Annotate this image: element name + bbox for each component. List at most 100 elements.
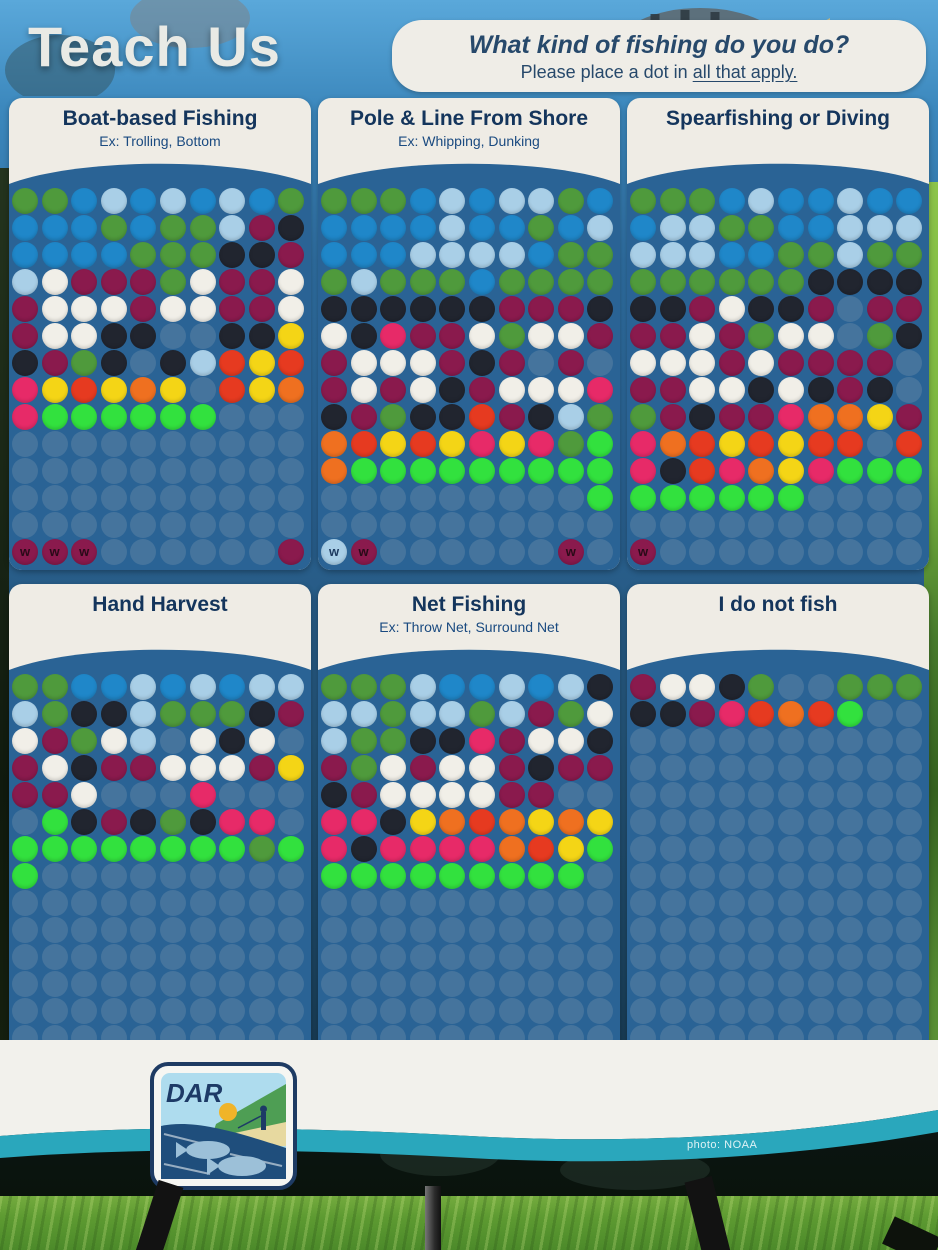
dot-slot[interactable] — [12, 485, 38, 511]
dot-slot[interactable] — [689, 755, 716, 781]
dot-slot[interactable] — [160, 917, 186, 943]
dot-slot[interactable] — [439, 998, 466, 1024]
dot-slot[interactable] — [380, 512, 407, 538]
dot-slot[interactable] — [189, 485, 216, 511]
dot-slot[interactable] — [896, 485, 923, 511]
dot-slot[interactable] — [498, 539, 525, 565]
dot-slot[interactable] — [380, 539, 407, 565]
dot-slot[interactable] — [659, 728, 686, 754]
dot-slot[interactable] — [71, 944, 98, 970]
dot-slot[interactable] — [41, 512, 68, 538]
dot-slot[interactable] — [778, 674, 804, 700]
dot-slot[interactable] — [896, 890, 923, 916]
dot-slot[interactable] — [778, 539, 804, 565]
dot-slot[interactable] — [659, 809, 686, 835]
dot-slot[interactable] — [321, 917, 347, 943]
dot-slot[interactable] — [896, 998, 923, 1024]
dot-slot[interactable] — [100, 917, 127, 943]
dot-slot[interactable] — [160, 782, 186, 808]
dot-slot[interactable] — [219, 431, 246, 457]
dot-slot[interactable] — [160, 971, 186, 997]
dot-slot[interactable] — [587, 971, 614, 997]
dot-slot[interactable] — [439, 539, 466, 565]
dot-slot[interactable] — [748, 917, 775, 943]
dot-slot[interactable] — [130, 431, 157, 457]
dot-slot[interactable] — [718, 863, 745, 889]
dot-slot[interactable] — [689, 917, 716, 943]
dot-slot[interactable] — [528, 890, 555, 916]
dot-slot[interactable] — [896, 755, 923, 781]
dot-slot[interactable] — [100, 971, 127, 997]
dot-slot[interactable] — [160, 728, 186, 754]
dot-slot[interactable] — [469, 971, 495, 997]
dot-slot[interactable] — [350, 890, 377, 916]
dot-slot[interactable] — [630, 863, 656, 889]
dot-slot[interactable] — [866, 782, 893, 808]
dot-slot[interactable] — [528, 998, 555, 1024]
dot-slot[interactable] — [718, 971, 745, 997]
dot-slot[interactable] — [219, 512, 246, 538]
dot-slot[interactable] — [498, 998, 525, 1024]
dot-slot[interactable] — [219, 404, 246, 430]
dot-slot[interactable] — [409, 512, 436, 538]
dot-slot[interactable] — [409, 944, 436, 970]
dot-slot[interactable] — [321, 998, 347, 1024]
dot-slot[interactable] — [219, 539, 246, 565]
dot-slot[interactable] — [528, 539, 555, 565]
dot-slot[interactable] — [189, 458, 216, 484]
dot-slot[interactable] — [321, 512, 347, 538]
dot-slot[interactable] — [748, 890, 775, 916]
dot-slot[interactable] — [557, 971, 584, 997]
dot-slot[interactable] — [130, 485, 157, 511]
dot-slot[interactable] — [718, 890, 745, 916]
dot-slot[interactable] — [866, 485, 893, 511]
dot-slot[interactable] — [807, 863, 834, 889]
dot-slot[interactable] — [248, 782, 275, 808]
dot-slot[interactable] — [689, 512, 716, 538]
dot-slot[interactable] — [866, 944, 893, 970]
dot-slot[interactable] — [41, 890, 68, 916]
dot-slot[interactable] — [380, 998, 407, 1024]
dot-slot[interactable] — [587, 782, 614, 808]
dot-slot[interactable] — [41, 863, 68, 889]
dot-slot[interactable] — [587, 539, 614, 565]
dot-slot[interactable] — [748, 809, 775, 835]
dot-slot[interactable] — [748, 539, 775, 565]
dot-slot[interactable] — [630, 728, 656, 754]
dot-slot[interactable] — [557, 890, 584, 916]
dot-slot[interactable] — [130, 539, 157, 565]
dot-slot[interactable] — [528, 512, 555, 538]
dot-slot[interactable] — [350, 971, 377, 997]
dot-slot[interactable] — [807, 917, 834, 943]
dot-slot[interactable] — [659, 917, 686, 943]
dot-slot[interactable] — [866, 836, 893, 862]
dot-slot[interactable] — [718, 782, 745, 808]
dot-slot[interactable] — [630, 836, 656, 862]
dot-slot[interactable] — [321, 485, 347, 511]
dot-slot[interactable] — [689, 971, 716, 997]
dot-slot[interactable] — [189, 431, 216, 457]
dot-slot[interactable] — [439, 917, 466, 943]
dot-slot[interactable] — [807, 728, 834, 754]
dot-slot[interactable] — [278, 971, 305, 997]
dot-slot[interactable] — [866, 728, 893, 754]
dot-slot[interactable] — [409, 971, 436, 997]
dot-slot[interactable] — [469, 944, 495, 970]
dot-slot[interactable] — [248, 458, 275, 484]
dot-slot[interactable] — [469, 998, 495, 1024]
dot-slot[interactable] — [718, 809, 745, 835]
dot-slot[interactable] — [718, 728, 745, 754]
dot-slot[interactable] — [498, 512, 525, 538]
dot-slot[interactable] — [130, 944, 157, 970]
dot-slot[interactable] — [807, 944, 834, 970]
dot-slot[interactable] — [748, 998, 775, 1024]
dot-slot[interactable] — [189, 944, 216, 970]
dot-slot[interactable] — [837, 836, 864, 862]
dot-slot[interactable] — [689, 890, 716, 916]
dot-slot[interactable] — [748, 728, 775, 754]
dot-slot[interactable] — [837, 809, 864, 835]
dot-slot[interactable] — [100, 998, 127, 1024]
dot-slot[interactable] — [160, 998, 186, 1024]
dot-slot[interactable] — [630, 998, 656, 1024]
dot-slot[interactable] — [41, 431, 68, 457]
